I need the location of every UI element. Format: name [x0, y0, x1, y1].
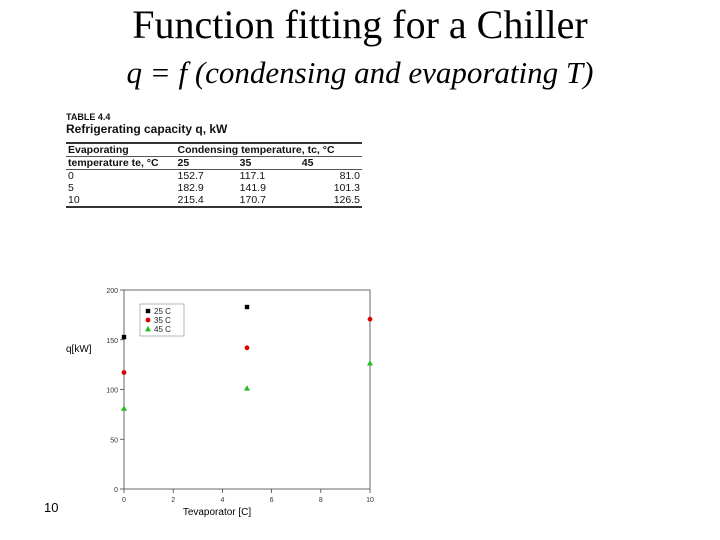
x-tick-label: 10 — [366, 497, 374, 504]
table-cell: 152.7 — [175, 169, 238, 182]
data-point — [367, 316, 373, 322]
x-tick-label: 4 — [220, 497, 224, 504]
data-point — [121, 370, 127, 375]
capacity-data-table: Evaporating Condensing temperature, tc, … — [66, 142, 362, 208]
y-axis-label: q[kW] — [66, 344, 92, 355]
table-cell: 141.9 — [239, 182, 266, 194]
slide-title: Function fitting for a Chiller — [132, 2, 588, 47]
data-point — [244, 345, 250, 351]
table-cell: 215.4 — [175, 194, 238, 208]
table-cell: 170.7 — [237, 194, 300, 208]
row-header-line1: Evaporating — [66, 142, 176, 157]
y-tick-label: 50 — [110, 437, 118, 444]
table-caption: Refrigerating capacity q, kW — [66, 122, 228, 136]
column-group-header: Condensing temperature, tc, °C — [175, 142, 362, 157]
table-cell: 101.3 — [333, 182, 360, 194]
legend-label: 25 C — [154, 307, 171, 316]
data-point — [244, 385, 250, 391]
legend-marker — [145, 308, 151, 314]
column-header: 25 — [175, 156, 238, 170]
data-point — [367, 360, 373, 366]
data-point — [121, 405, 127, 411]
capacity-table: TABLE 4.4 Refrigerating capacity q, kW E… — [66, 112, 362, 208]
y-tick-label: 100 — [106, 388, 118, 395]
table-cell: 81.0 — [299, 169, 362, 182]
legend-marker — [145, 317, 151, 323]
table-cell: 126.5 — [299, 194, 362, 208]
y-tick-label: 0 — [114, 487, 118, 494]
row-header-line2: temperature te, °C — [66, 156, 176, 170]
legend-marker — [145, 326, 151, 332]
y-tick-label: 150 — [106, 338, 118, 345]
x-tick-label: 8 — [319, 497, 323, 504]
column-header: 35 — [237, 156, 300, 170]
legend-label: 35 C — [154, 316, 171, 325]
column-header: 45 — [299, 156, 362, 170]
data-point — [121, 334, 127, 340]
table-cell: 182.9 — [177, 182, 204, 194]
data-point — [244, 304, 250, 310]
x-axis-label: Tevaporator [C] — [183, 507, 252, 518]
slide-subtitle: q = f (condensing and evaporating T) — [126, 55, 594, 90]
x-tick-label: 2 — [171, 497, 175, 504]
x-tick-label: 0 — [122, 497, 126, 504]
table-label: TABLE 4.4 — [66, 112, 111, 122]
slide-number: 10 — [44, 500, 59, 515]
legend-label: 45 C — [154, 325, 171, 334]
table-cell: 117.1 — [237, 169, 300, 182]
capacity-scatter-chart: 0 50 100 150 200 0 2 4 6 8 10 Tevaporator [C] q[kW] 2… — [66, 288, 374, 518]
table-cell: 10 — [66, 194, 176, 208]
x-tick-label: 6 — [270, 497, 274, 504]
table-cell: 0 — [66, 169, 176, 182]
table-cell: 5 — [68, 182, 74, 194]
y-tick-label: 200 — [106, 288, 118, 295]
